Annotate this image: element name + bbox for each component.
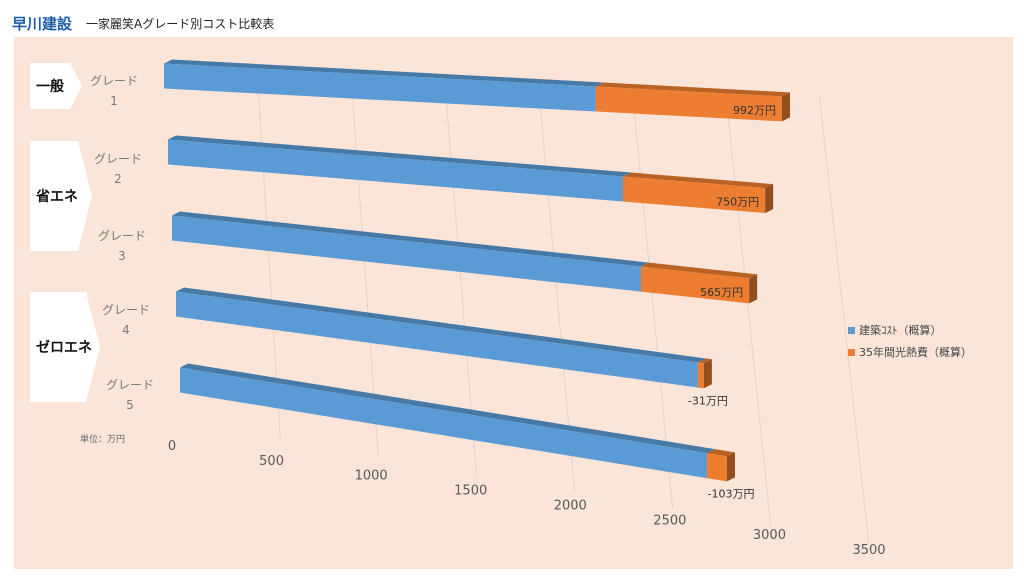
category-label-2-line-2: 2	[114, 172, 122, 186]
bar-utility-cost-5-top	[706, 449, 735, 457]
gridline-3000	[725, 92, 772, 526]
bar-build-cost-1-top	[164, 59, 604, 87]
data-label-1: 992万円	[733, 104, 776, 117]
data-label-5: -103万円	[708, 487, 755, 500]
document-title: 一家麗笑Aグレード別コスト比較表	[86, 17, 275, 31]
legend-swatch-build-cost	[848, 326, 855, 334]
bar-end-cap-5	[726, 452, 735, 482]
category-label-1-line-1: グレード	[89, 74, 138, 88]
category-label-4: グレード 4	[94, 300, 158, 340]
bar-utility-cost-2-top	[622, 172, 774, 189]
bar-end-cap-2	[765, 184, 774, 214]
bar-utility-cost-1	[595, 86, 782, 122]
legend-item-utility-cost: 35年間光熱費（概算）	[848, 341, 972, 363]
bar-utility-cost-1-top	[595, 82, 790, 97]
bar-utility-cost-4-top	[697, 358, 712, 364]
x-tick-label-3000: 3000	[753, 528, 786, 543]
header: 早川建設 一家麗笑Aグレード別コスト比較表	[0, 0, 1024, 36]
bar-build-cost-2	[168, 139, 623, 202]
x-tick-label-2000: 2000	[554, 498, 587, 513]
group-label-general: 一般	[30, 63, 82, 109]
company-logo: 早川建設	[12, 15, 73, 33]
category-label-5-line-2: 5	[126, 398, 134, 412]
x-tick-label-1000: 1000	[355, 469, 388, 484]
bar-build-cost-4	[176, 291, 698, 388]
category-label-5: グレード 5	[98, 375, 162, 415]
x-tick-label-3500: 3500	[852, 543, 885, 558]
bar-build-cost-5-top	[180, 363, 715, 454]
legend-item-build-cost: 建築ｺｽﾄ（概算）	[848, 319, 972, 341]
group-label-zero-energy-text: ゼロエネ	[36, 340, 92, 356]
category-label-3-line-2: 3	[118, 249, 126, 263]
gridline-2000	[537, 82, 576, 492]
data-label-3: 565万円	[700, 286, 743, 299]
bar-utility-cost-3	[641, 266, 750, 304]
x-tick-label-1500: 1500	[454, 484, 487, 499]
data-label-4: -31万円	[688, 394, 728, 407]
bar-end-cap-4	[703, 359, 712, 389]
gridline-3500	[818, 96, 870, 544]
bar-utility-cost-2	[622, 176, 766, 214]
group-label-energy-saving: 省エネ	[30, 141, 92, 251]
legend-label-utility-cost: 35年間光熱費（概算）	[859, 346, 972, 359]
x-tick-label-0: 0	[168, 439, 176, 454]
category-label-5-line-1: グレード	[105, 378, 154, 392]
category-label-2: グレード 2	[86, 149, 150, 189]
bar-build-cost-5	[180, 367, 707, 479]
group-label-energy-saving-text: 省エネ	[36, 189, 78, 205]
category-label-4-line-1: グレード	[101, 303, 150, 317]
group-label-general-text: 一般	[36, 79, 64, 95]
bar-build-cost-4-top	[176, 287, 706, 363]
category-label-3-line-1: グレード	[97, 229, 146, 243]
bar-build-cost-3-top	[172, 211, 649, 267]
bar-end-cap-3	[749, 274, 758, 304]
x-tick-label-2500: 2500	[653, 513, 686, 528]
gridline-2500	[631, 87, 674, 509]
category-label-4-line-2: 4	[122, 323, 130, 337]
gridline-1500	[444, 78, 477, 474]
category-label-3: グレード 3	[90, 226, 154, 266]
bar-build-cost-1	[164, 63, 596, 112]
bar-utility-cost-3-top	[641, 262, 758, 279]
gridline-1000	[350, 73, 379, 457]
category-label-1-line-2: 1	[110, 94, 118, 108]
group-label-zero-energy: ゼロエネ	[30, 292, 100, 402]
legend-label-build-cost: 建築ｺｽﾄ（概算）	[859, 324, 942, 337]
category-label-1: グレード 1	[82, 71, 146, 111]
bar-utility-cost-5	[706, 453, 727, 482]
x-tick-label-500: 500	[259, 454, 284, 469]
data-label-2: 750万円	[716, 196, 759, 209]
unit-label: 単位：万円	[80, 435, 126, 445]
gridline-500	[256, 69, 281, 440]
bar-build-cost-3	[172, 215, 641, 292]
bar-utility-cost-4	[697, 362, 704, 389]
bar-build-cost-2-top	[168, 135, 631, 177]
legend-swatch-utility-cost	[848, 348, 855, 356]
category-label-2-line-1: グレード	[93, 152, 142, 166]
bar-end-cap-1	[781, 92, 790, 122]
legend: 建築ｺｽﾄ（概算） 35年間光熱費（概算）	[848, 319, 972, 363]
